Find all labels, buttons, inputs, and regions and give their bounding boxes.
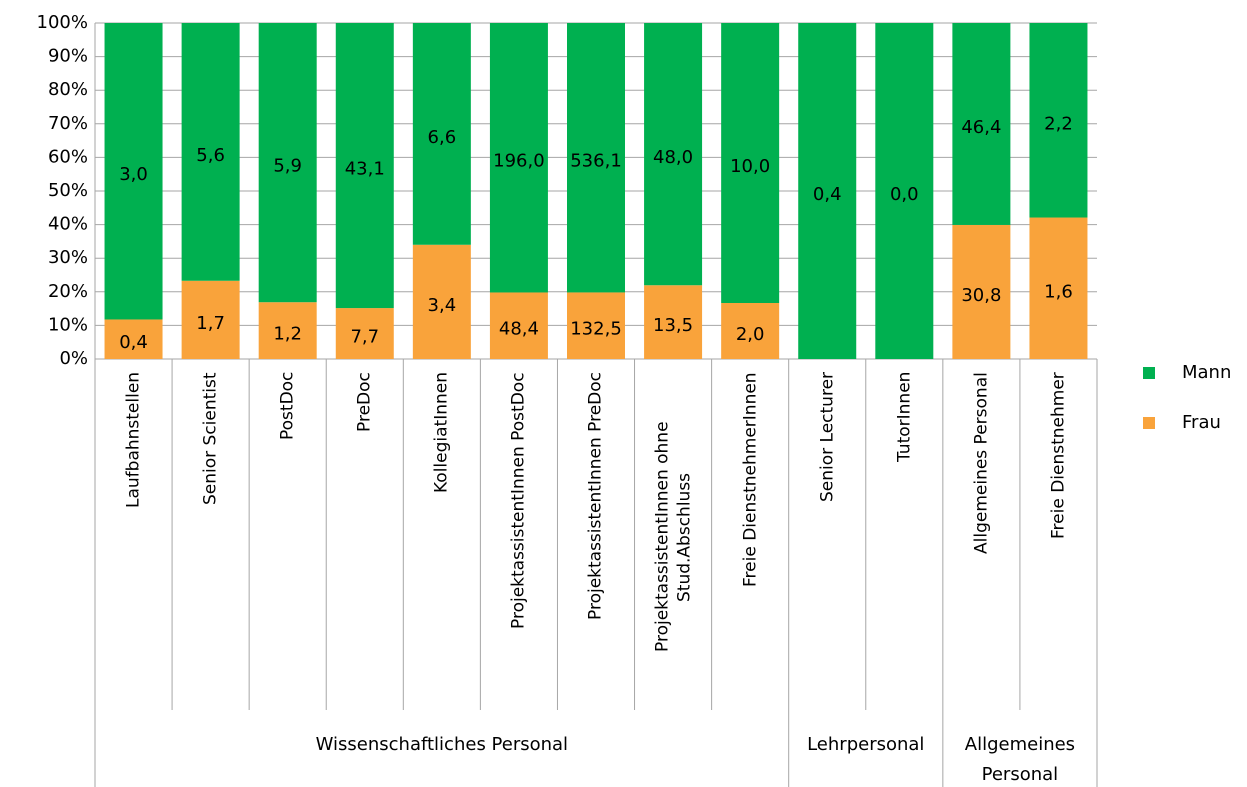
x-tick-label: Senior Lecturer <box>789 372 866 702</box>
x-tick-label: ProjektassistentInnen PreDoc <box>557 372 634 702</box>
bar-segment <box>412 244 471 359</box>
data-label: 0,0 <box>890 184 919 205</box>
data-label: 0,4 <box>813 184 842 205</box>
y-tick-label: 20% <box>48 281 88 302</box>
x-tick-label-text: ProjektassistentInnen ohne Stud.Abschlus… <box>652 421 695 653</box>
group-label-text: Allgemeines Personal <box>964 734 1076 785</box>
group-label: Lehrpersonal <box>789 730 943 760</box>
bar-segment <box>181 280 240 359</box>
group-label: Allgemeines Personal <box>943 730 1097 787</box>
x-tick-label: Freie DienstnehmerInnen <box>712 372 789 702</box>
bar-segment <box>104 319 163 359</box>
bar-segment <box>104 23 163 320</box>
group-label-text: Lehrpersonal <box>807 734 925 755</box>
y-tick-label: 70% <box>48 113 88 134</box>
data-label: 30,8 <box>961 285 1001 306</box>
bar-segment <box>1029 217 1088 359</box>
x-tick-label-text: TutorInnen <box>894 372 915 463</box>
y-tick-label: 0% <box>59 348 88 369</box>
x-tick-label-text: Allgemeines Personal <box>971 372 992 554</box>
x-tick-label: Laufbahnstellen <box>95 372 172 702</box>
y-tick-label: 50% <box>48 180 88 201</box>
data-label: 13,5 <box>653 315 693 336</box>
y-tick-label: 90% <box>48 46 88 67</box>
bar-segment <box>721 303 780 359</box>
data-label: 1,6 <box>1044 281 1073 302</box>
x-tick-label: ProjektassistentInnen ohne Stud.Abschlus… <box>635 372 712 702</box>
data-label: 46,4 <box>961 117 1001 138</box>
bar-segment <box>181 23 240 281</box>
x-tick-label: Allgemeines Personal <box>943 372 1020 702</box>
x-tick-label-text: Freie DienstnehmerInnen <box>740 372 761 587</box>
bar-segment <box>258 302 317 359</box>
bar-segment <box>1029 23 1088 218</box>
bar-segment <box>489 292 548 359</box>
x-tick-label-text: PreDoc <box>354 372 375 432</box>
data-label: 536,1 <box>570 151 622 172</box>
y-tick-label: 30% <box>48 247 88 268</box>
x-tick-label-text: PostDoc <box>277 372 298 441</box>
y-tick-label: 10% <box>48 314 88 335</box>
x-tick-label-text: Freie Dienstnehmer <box>1048 372 1069 539</box>
bar-segment <box>721 23 780 303</box>
data-label: 3,0 <box>119 164 148 185</box>
x-tick-label-text: ProjektassistentInnen PreDoc <box>585 372 606 621</box>
y-tick-label: 40% <box>48 214 88 235</box>
data-label: 132,5 <box>570 319 622 340</box>
x-tick-label: TutorInnen <box>866 372 943 702</box>
x-tick-label-text: KollegiatInnen <box>431 372 452 494</box>
legend-label: Frau <box>1182 412 1221 433</box>
bar-segment <box>644 23 703 286</box>
x-tick-label: PostDoc <box>249 372 326 702</box>
y-tick-label: 80% <box>48 79 88 100</box>
bar-segment <box>412 23 471 245</box>
data-label: 2,2 <box>1044 113 1073 134</box>
x-tick-label-text: Laufbahnstellen <box>123 372 144 509</box>
x-tick-label: Senior Scientist <box>172 372 249 702</box>
bar-segment <box>952 23 1011 225</box>
x-tick-label: ProjektassistentInnen PostDoc <box>480 372 557 702</box>
data-label: 48,4 <box>499 319 539 340</box>
y-tick-label: 60% <box>48 146 88 167</box>
x-tick-label-text: Senior Lecturer <box>817 372 838 503</box>
data-label: 5,6 <box>196 145 225 166</box>
x-tick-label: KollegiatInnen <box>403 372 480 702</box>
x-tick-label-text: ProjektassistentInnen PostDoc <box>508 372 529 629</box>
bar-segment <box>952 224 1011 359</box>
data-label: 0,4 <box>119 332 148 353</box>
data-label: 196,0 <box>493 151 545 172</box>
x-tick-label: PreDoc <box>326 372 403 702</box>
data-label: 1,7 <box>196 313 225 334</box>
data-label: 48,0 <box>653 147 693 168</box>
data-label: 3,4 <box>428 295 457 316</box>
bar-segment <box>644 285 703 359</box>
x-tick-label: Freie Dienstnehmer <box>1020 372 1097 702</box>
bar-segment <box>335 308 394 359</box>
data-label: 1,2 <box>273 324 302 345</box>
legend-swatch <box>1143 367 1155 379</box>
legend-label: Mann <box>1182 362 1231 383</box>
data-label: 43,1 <box>345 159 385 180</box>
bar-segment <box>567 23 625 293</box>
group-label: Wissenschaftliches Personal <box>95 730 789 760</box>
legend-swatch <box>1143 417 1155 429</box>
bar-segment <box>798 23 857 359</box>
y-tick-label: 100% <box>37 12 88 33</box>
bar-segment <box>875 23 934 359</box>
data-label: 10,0 <box>730 156 770 177</box>
group-label-text: Wissenschaftliches Personal <box>315 734 569 755</box>
bar-segment <box>567 292 625 359</box>
x-tick-label-text: Senior Scientist <box>200 372 221 505</box>
data-label: 7,7 <box>350 327 379 348</box>
bar-segment <box>258 23 317 303</box>
data-label: 5,9 <box>273 156 302 177</box>
bar-segment <box>489 23 548 293</box>
data-label: 6,6 <box>428 127 457 148</box>
bar-segment <box>335 23 394 309</box>
data-label: 2,0 <box>736 324 765 345</box>
